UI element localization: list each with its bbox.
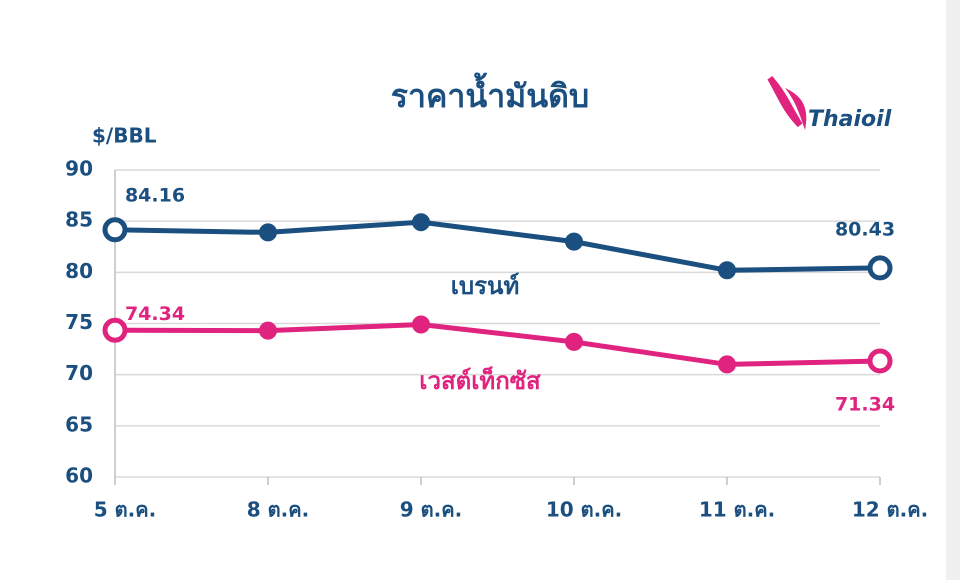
side-strip: [946, 0, 960, 580]
point: [259, 223, 277, 242]
series-name: เบรนท์: [451, 272, 520, 300]
y-tick-label: 60: [65, 464, 93, 488]
x-tick-label: 9 ต.ค.: [400, 498, 462, 522]
point: [259, 321, 277, 340]
y-axis-label: $/BBL: [92, 124, 157, 148]
y-tick-label: 90: [65, 157, 93, 181]
y-tick-label: 85: [65, 208, 93, 232]
data-label: 84.16: [125, 184, 185, 206]
x-tick-label: 5 ต.ค.: [94, 498, 156, 522]
point: [102, 317, 128, 343]
x-tick-label: 12 ต.ค.: [852, 498, 928, 522]
x-tick-label: 8 ต.ค.: [247, 498, 309, 522]
point: [718, 261, 736, 280]
series-name: เวสต์เท็กซัส: [419, 366, 541, 395]
point: [867, 255, 893, 281]
data-label: 71.34: [835, 393, 895, 415]
point: [565, 232, 583, 251]
point: [102, 217, 128, 243]
logo-mark: [785, 88, 807, 130]
series-line: [114, 219, 881, 273]
series-line: [114, 322, 881, 367]
data-label: 74.34: [125, 303, 185, 325]
x-tick-label: 11 ต.ค.: [699, 498, 775, 522]
logo-mark: [767, 76, 803, 128]
point: [718, 355, 736, 374]
y-tick-label: 65: [65, 412, 93, 436]
point: [412, 213, 430, 232]
logo: Thaioil: [767, 76, 892, 132]
point: [412, 315, 430, 334]
x-tick-label: 10 ต.ค.: [546, 498, 622, 522]
chart-title: ราคาน้ำมันดิบ: [391, 72, 589, 115]
y-tick-label: 70: [65, 361, 93, 385]
point: [565, 332, 583, 351]
point: [867, 348, 893, 374]
y-tick-label: 75: [65, 310, 93, 334]
y-tick-label: 80: [65, 259, 93, 283]
logo-text: Thaioil: [808, 107, 892, 132]
data-label: 80.43: [835, 218, 895, 240]
